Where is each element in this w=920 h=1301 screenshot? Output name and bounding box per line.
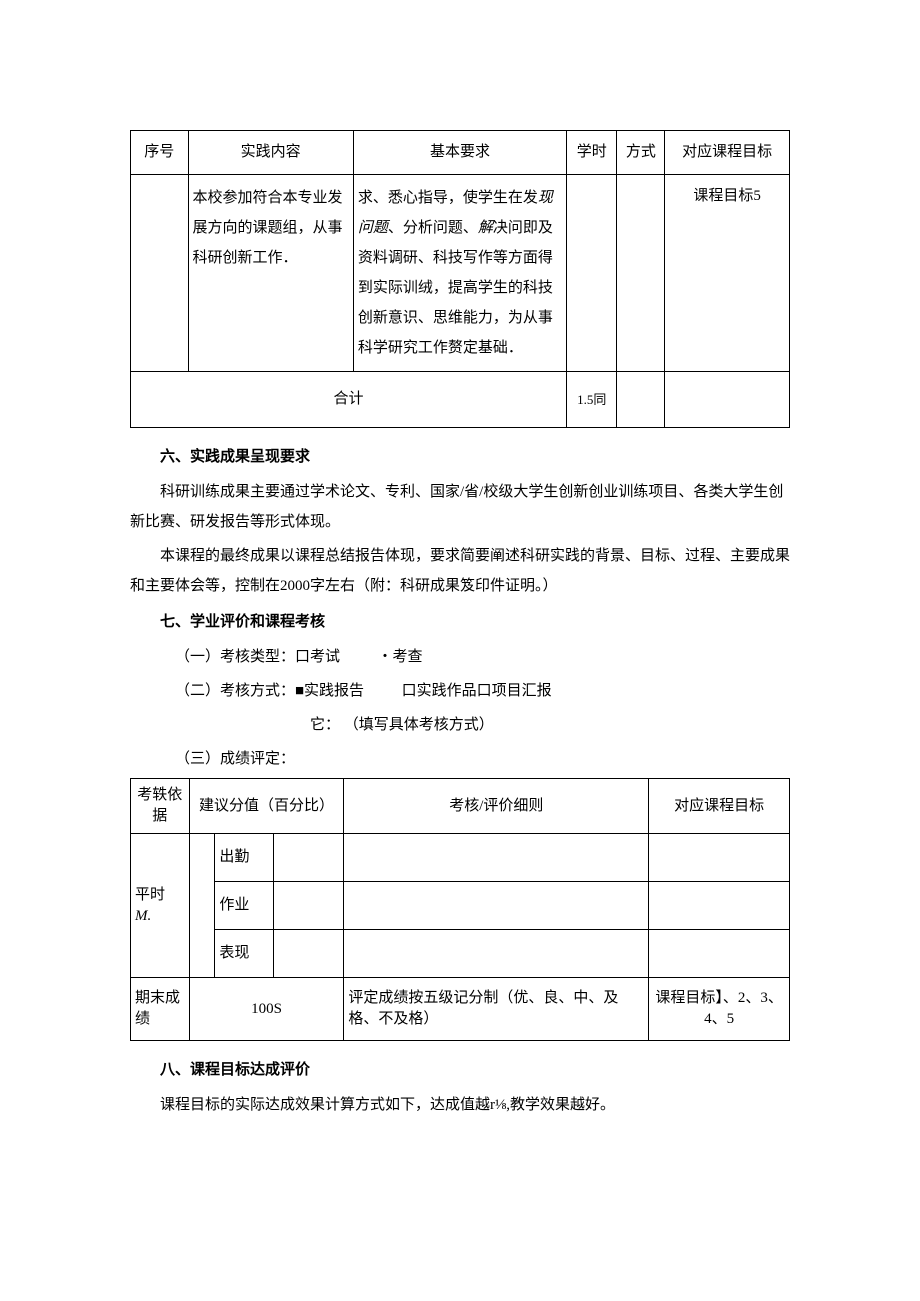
jiben-mid2: 决问即及资料调研、科技写作等方面得到实际训绒，提高学生的科技创新意识、思维能力，… <box>358 220 553 356</box>
th2-xize: 考核/评价细则 <box>344 779 649 834</box>
section-6-title: 六、实践成果呈现要求 <box>130 444 790 471</box>
cell-chuqin-val <box>274 834 344 882</box>
jiben-pre: 求、悉心指导，使学生在发 <box>358 190 538 206</box>
th-shijian: 实践内容 <box>188 131 353 175</box>
th-xuhao: 序号 <box>131 131 189 175</box>
th-fangshi: 方式 <box>617 131 665 175</box>
cell-shijian: 本校参加符合本专业发展方向的课题组，从事科研创新工作． <box>188 175 353 372</box>
cell-qimo-fen: 100S <box>189 978 344 1041</box>
assessment-table: 考轶依据 建议分值（百分比） 考核/评价细则 对应课程目标 平时 M. 出勤 作… <box>130 778 790 1041</box>
cell-qimo: 期末成绩 <box>131 978 190 1041</box>
heji-xueshi: 1.5同 <box>567 372 617 428</box>
cell-fangshi <box>617 175 665 372</box>
s7-l2-a: （二）考核方式：■实践报告 <box>175 683 364 699</box>
cell-spacer1 <box>189 834 215 978</box>
pingshi-a: 平时 <box>135 887 165 903</box>
cell-chuqin-xize <box>344 834 649 882</box>
heji-mubiao <box>665 372 790 428</box>
th-jiben: 基本要求 <box>353 131 566 175</box>
th-mubiao: 对应课程目标 <box>665 131 790 175</box>
s7-l1-a: （一）考核类型：口考试 <box>175 649 340 665</box>
th2-kaohe: 考轶依据 <box>131 779 190 834</box>
section-6-p1: 科研训练成果主要通过学术论文、专利、国家/省/校级大学生创新创业训练项目、各类大… <box>130 477 790 537</box>
heji-label: 合计 <box>131 372 567 428</box>
heji-fangshi <box>617 372 665 428</box>
cell-qimo-xize: 评定成绩按五级记分制（优、良、中、及格、不及格） <box>344 978 649 1041</box>
cell-zuoye-val <box>274 882 344 930</box>
th2-mubiao: 对应课程目标 <box>649 779 790 834</box>
section-7-title: 七、学业评价和课程考核 <box>130 609 790 636</box>
cell-zuoye: 作业 <box>215 882 274 930</box>
cell-zuoye-xize <box>344 882 649 930</box>
section-7-line4: （三）成绩评定： <box>130 744 790 774</box>
cell-mubiao: 课程目标5 <box>665 175 790 372</box>
cell-biaoxian-mubiao <box>649 930 790 978</box>
section-8-title: 八、课程目标达成评价 <box>130 1057 790 1084</box>
section-7-line1: （一）考核类型：口考试 ・考查 <box>130 642 790 672</box>
section-8-p1: 课程目标的实际达成效果计算方式如下，达成值越r⅛,教学效果越好。 <box>130 1090 790 1120</box>
section-7-line2: （二）考核方式：■实践报告 口实践作品口项目汇报 <box>130 676 790 706</box>
section-7-line3: 它： （填写具体考核方式） <box>130 710 790 740</box>
s7-l1-b: ・考查 <box>378 649 423 665</box>
th-xueshi: 学时 <box>567 131 617 175</box>
jiben-italic2: 解 <box>478 220 493 236</box>
cell-xueshi <box>567 175 617 372</box>
cell-zuoye-mubiao <box>649 882 790 930</box>
cell-qimo-mubiao: 课程目标】、2、3、4、5 <box>649 978 790 1041</box>
cell-biaoxian: 表现 <box>215 930 274 978</box>
jiben-mid1: 、分析问题、 <box>388 220 478 236</box>
cell-jiben: 求、悉心指导，使学生在发现问题、分析问题、解决问即及资料调研、科技写作等方面得到… <box>353 175 566 372</box>
cell-xuhao <box>131 175 189 372</box>
pingshi-b: M. <box>135 908 151 924</box>
cell-pingshi: 平时 M. <box>131 834 190 978</box>
section-6-p2: 本课程的最终成果以课程总结报告体现，要求简要阐述科研实践的背景、目标、过程、主要… <box>130 541 790 601</box>
th2-jianyi: 建议分值（百分比） <box>189 779 344 834</box>
cell-biaoxian-xize <box>344 930 649 978</box>
cell-biaoxian-val <box>274 930 344 978</box>
practice-table: 序号 实践内容 基本要求 学时 方式 对应课程目标 本校参加符合本专业发展方向的… <box>130 130 790 428</box>
cell-chuqin: 出勤 <box>215 834 274 882</box>
s7-l2-b: 口实践作品口项目汇报 <box>402 683 552 699</box>
cell-chuqin-mubiao <box>649 834 790 882</box>
